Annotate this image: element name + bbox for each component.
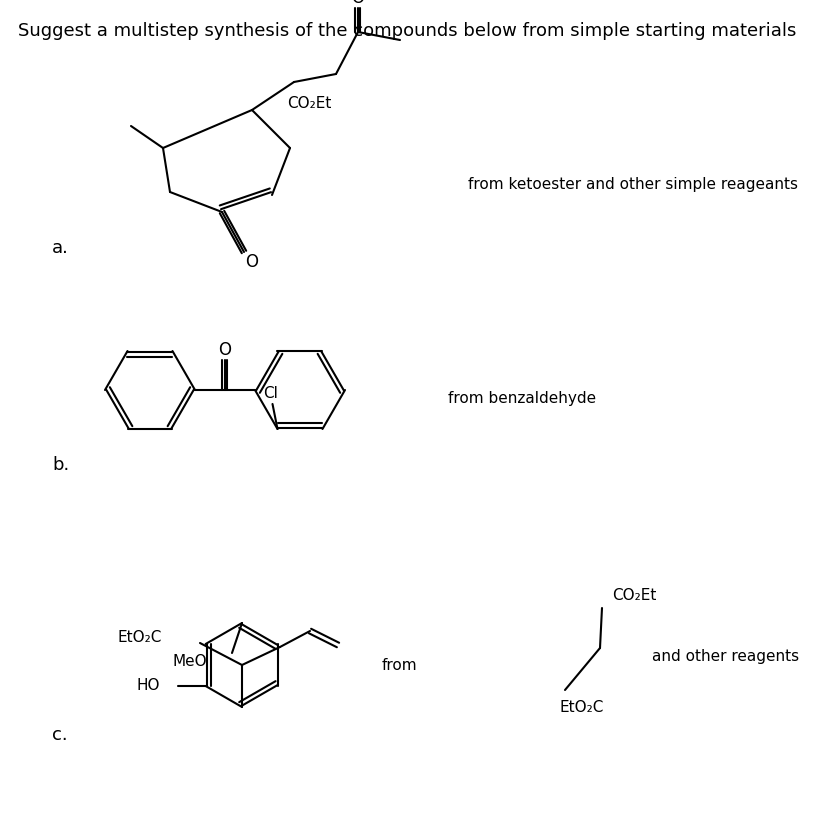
Text: Cl: Cl — [263, 387, 278, 401]
Text: a.: a. — [52, 239, 69, 257]
Text: O: O — [246, 253, 259, 271]
Text: O: O — [352, 0, 364, 7]
Text: c.: c. — [52, 726, 68, 744]
Text: EtO₂C: EtO₂C — [118, 630, 162, 645]
Text: EtO₂C: EtO₂C — [560, 700, 604, 715]
Text: from: from — [382, 657, 418, 672]
Text: O: O — [218, 341, 232, 359]
Text: HO: HO — [136, 678, 160, 694]
Text: CO₂Et: CO₂Et — [612, 588, 657, 604]
Text: MeO: MeO — [172, 653, 207, 668]
Text: from benzaldehyde: from benzaldehyde — [448, 391, 596, 406]
Text: CO₂Et: CO₂Et — [287, 97, 331, 112]
Text: from ketoester and other simple reageants: from ketoester and other simple reageant… — [468, 178, 798, 192]
Text: and other reagents: and other reagents — [652, 649, 799, 664]
Text: Suggest a multistep synthesis of the compounds below from simple starting materi: Suggest a multistep synthesis of the com… — [18, 22, 796, 40]
Text: b.: b. — [52, 456, 69, 474]
